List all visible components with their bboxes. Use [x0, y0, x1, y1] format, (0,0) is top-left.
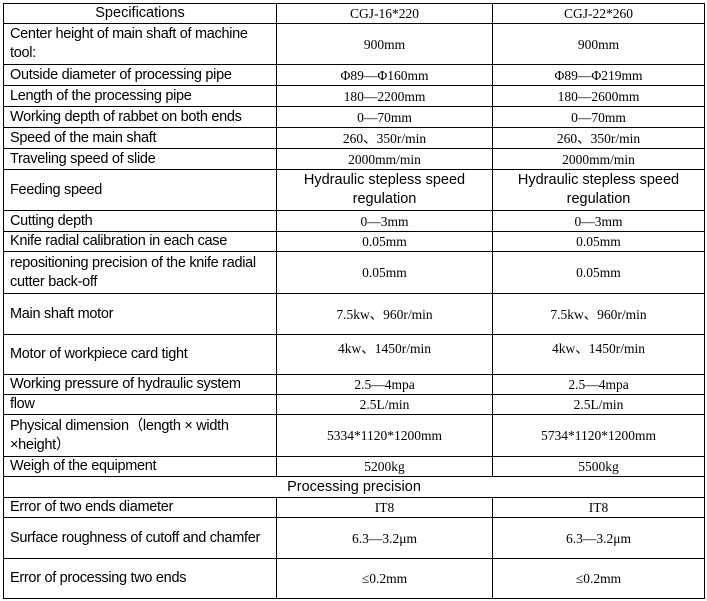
row-value-1: Hydraulic stepless speed regulation [276, 169, 493, 211]
row-label: Center height of main shaft of machine t… [3, 23, 277, 65]
row-value-1: 180—2200mm [276, 85, 493, 107]
row-label: Working pressure of hydraulic system [3, 374, 277, 395]
row-label: Speed of the main shaft [3, 127, 277, 149]
header-row: Specifications CGJ-16*220 CGJ-22*260 [3, 3, 705, 24]
row-value-1: 0.05mm [276, 231, 493, 252]
row-value-1: 260、350r/min [276, 127, 493, 149]
row-value-2: 900mm [492, 23, 705, 65]
row-label: flow [3, 394, 277, 415]
table-row: Physical dimension（length × width ×heigh… [3, 414, 705, 457]
row-value-2: 7.5kw、960r/min [492, 293, 705, 335]
table-row: Weigh of the equipment 5200kg 5500kg [3, 456, 705, 477]
row-value-2: 0.05mm [492, 231, 705, 252]
row-label: Traveling speed of slide [3, 148, 277, 170]
row-value-2: 0—70mm [492, 106, 705, 128]
row-value-2: 260、350r/min [492, 127, 705, 149]
row-value-2: Hydraulic stepless speed regulation [492, 169, 705, 211]
row-value-1: 2.5L/min [276, 394, 493, 415]
table-row: Main shaft motor 7.5kw、960r/min 7.5kw、960r… [3, 293, 705, 335]
table-row: Center height of main shaft of machine t… [3, 23, 705, 65]
row-label-part-b: diameter [115, 499, 174, 515]
row-label: Outside diameter of processing pipe [3, 64, 277, 86]
row-value-2: 180—2600mm [492, 85, 705, 107]
table-row: Error of processing two ends ≤0.2mm ≤0.2mm [3, 558, 705, 599]
row-value-2: 2.5—4mpa [492, 374, 705, 395]
row-value-2: IT8 [492, 497, 705, 518]
row-label: Weigh of the equipment [3, 456, 277, 477]
row-label: Knife radial calibration in each case [3, 231, 277, 252]
table-row: Knife radial calibration in each case 0.0… [3, 231, 705, 252]
row-label: repositioning precision of the knife rad… [3, 251, 277, 294]
table-row: Speed of the main shaft 260、350r/min 260、3… [3, 127, 705, 149]
row-label: Physical dimension（length × width ×heigh… [3, 414, 277, 457]
table-row: Surface roughness of cutoff and chamfer 6… [3, 517, 705, 559]
specifications-table: Specifications CGJ-16*220 CGJ-22*260 Cen… [3, 3, 705, 599]
section-heading: Processing precision [3, 476, 705, 498]
row-label: Length of the processing pipe [3, 85, 277, 107]
row-value-2: ≤0.2mm [492, 558, 705, 599]
table-row: flow 2.5L/min 2.5L/min [3, 394, 705, 415]
row-value-1: 4kw、1450r/min [276, 334, 493, 375]
row-value-2: 4kw、1450r/min [492, 334, 705, 375]
table-row: Feeding speed Hydraulic stepless speed re… [3, 169, 705, 211]
row-value-1: 0.05mm [276, 251, 493, 294]
row-value-1: ≤0.2mm [276, 558, 493, 599]
row-value-1: 6.3—3.2μm [276, 517, 493, 559]
row-value-1: 7.5kw、960r/min [276, 293, 493, 335]
row-value-1: 5334*1120*1200mm [276, 414, 493, 457]
row-label: Working depth of rabbet on both ends [3, 106, 277, 128]
row-value-1: 2.5—4mpa [276, 374, 493, 395]
row-label: Error of processing two ends [3, 558, 277, 599]
row-value-2: 2.5L/min [492, 394, 705, 415]
row-value-2: Φ89—Φ219mm [492, 64, 705, 86]
row-value-1: IT8 [276, 497, 493, 518]
table-row: Working depth of rabbet on both ends 0—70… [3, 106, 705, 128]
table-row: Motor of workpiece card tight 4kw、1450r/m… [3, 334, 705, 375]
row-value-2: 2000mm/min [492, 148, 705, 170]
row-label: Cutting depth [3, 210, 277, 232]
header-model-2: CGJ-22*260 [492, 3, 705, 24]
row-value-1: 0—70mm [276, 106, 493, 128]
row-label: Surface roughness of cutoff and chamfer [3, 517, 277, 559]
row-value-2: 6.3—3.2μm [492, 517, 705, 559]
row-label: Motor of workpiece card tight [3, 334, 277, 375]
table-row: repositioning precision of the knife rad… [3, 251, 705, 294]
row-value-1: 5200kg [276, 456, 493, 477]
row-value-2: 5500kg [492, 456, 705, 477]
row-label: Error of two ends diameter [3, 497, 277, 518]
header-specifications: Specifications [3, 3, 277, 24]
header-model-1: CGJ-16*220 [276, 3, 493, 24]
row-value-1: 2000mm/min [276, 148, 493, 170]
table-row: Cutting depth 0—3mm 0—3mm [3, 210, 705, 232]
row-value-2: 0.05mm [492, 251, 705, 294]
table-row: Traveling speed of slide 2000mm/min 2000mm… [3, 148, 705, 170]
row-value-1: 0—3mm [276, 210, 493, 232]
section-row: Processing precision [3, 476, 705, 498]
row-label: Main shaft motor [3, 293, 277, 335]
table-row: Length of the processing pipe 180—2200mm 1… [3, 85, 705, 107]
table-row: Error of two ends diameter IT8 IT8 [3, 497, 705, 518]
row-label-part-a: Error of two ends [10, 499, 116, 515]
row-value-1: Φ89—Φ160mm [276, 64, 493, 86]
row-value-1: 900mm [276, 23, 493, 65]
row-value-2: 5734*1120*1200mm [492, 414, 705, 457]
row-label: Feeding speed [3, 169, 277, 211]
row-value-2: 0—3mm [492, 210, 705, 232]
table-row: Outside diameter of processing pipe Φ89—Φ… [3, 64, 705, 86]
table-row: Working pressure of hydraulic system 2.5—… [3, 374, 705, 395]
